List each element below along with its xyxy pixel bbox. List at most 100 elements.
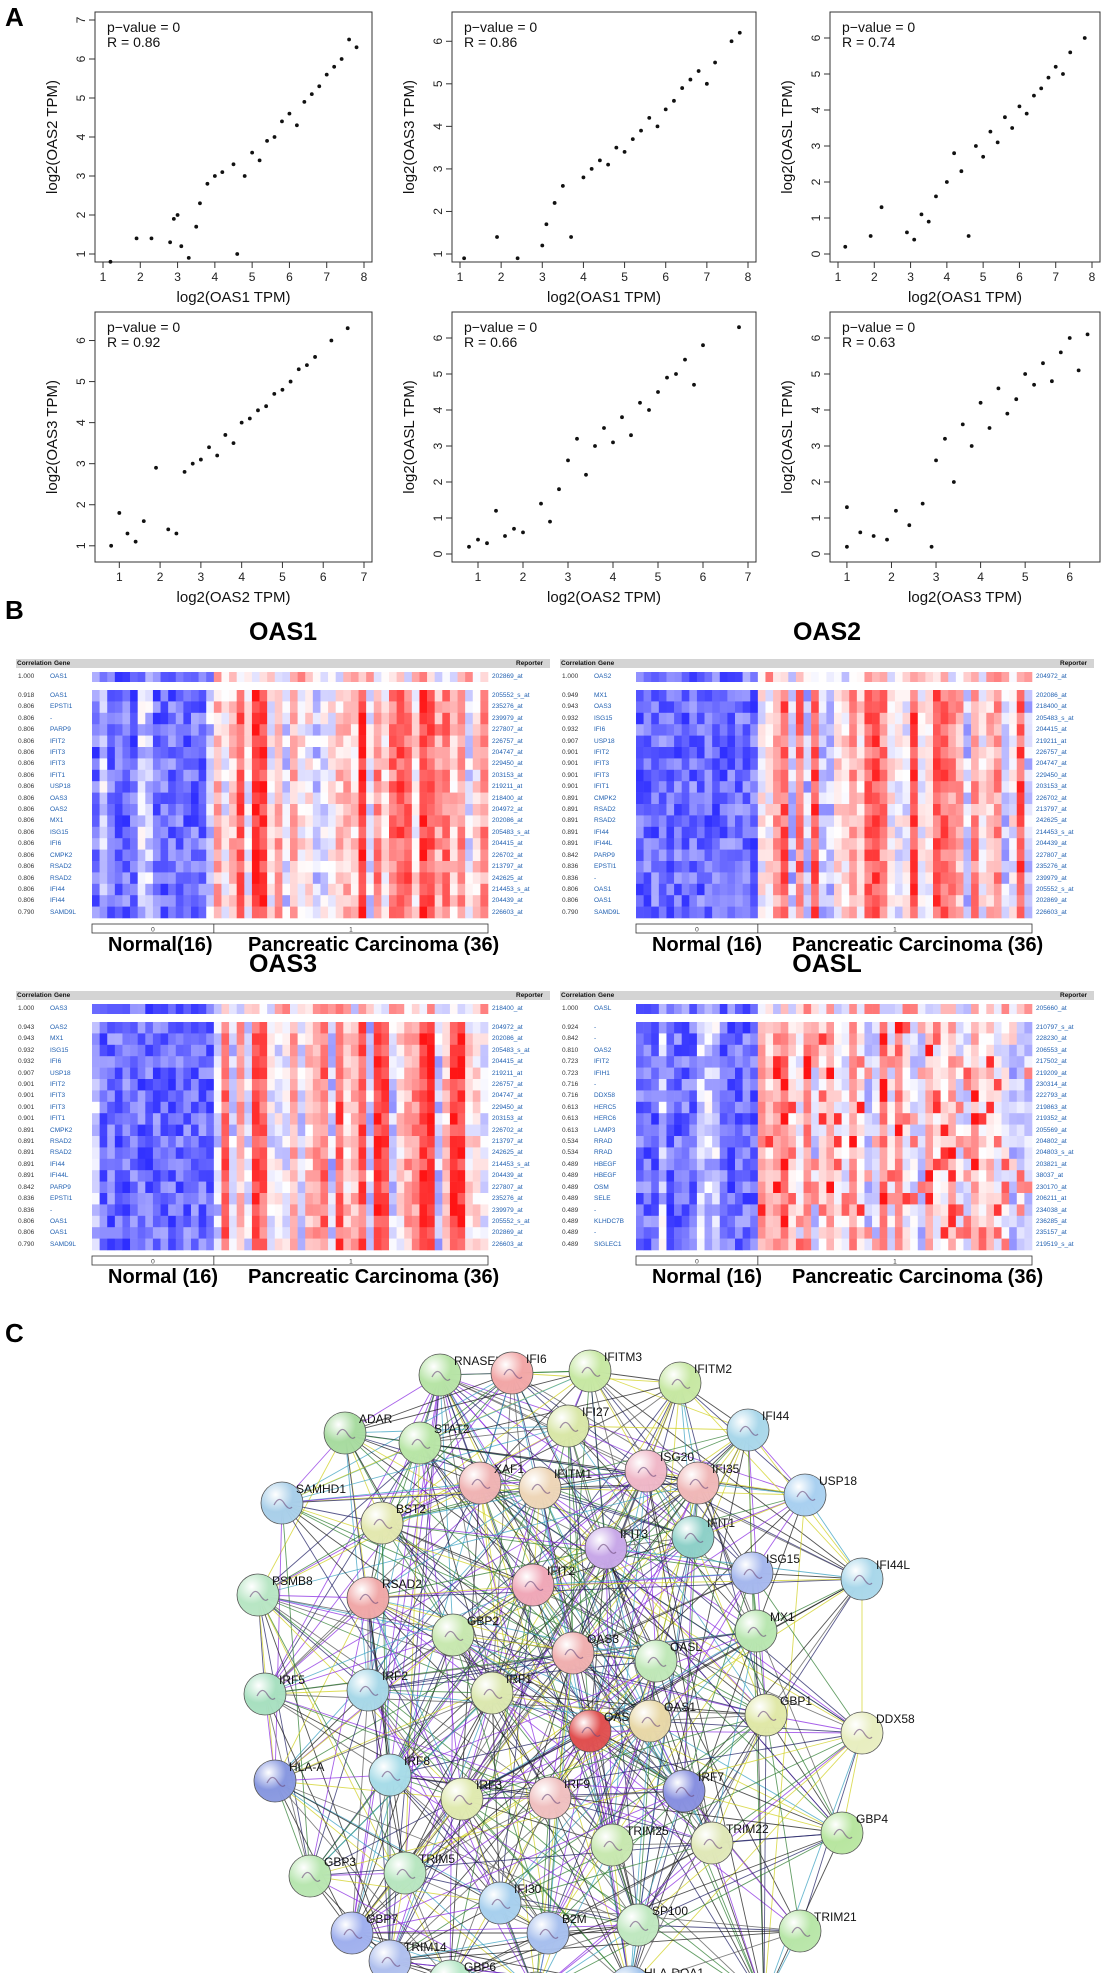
heatmap-cell xyxy=(389,906,397,919)
heatmap-cell xyxy=(305,1044,314,1057)
heatmap-cell xyxy=(651,690,660,702)
heatmap-cell xyxy=(849,872,858,885)
heatmap-cell xyxy=(902,1181,911,1194)
reporter-id: 226702_at xyxy=(492,851,523,859)
heatmap-cell xyxy=(160,804,169,816)
heatmap-cell xyxy=(1001,690,1010,702)
heatmap-cell xyxy=(175,849,184,862)
reporter-id: 205483_s_at xyxy=(492,1046,530,1054)
heatmap-cell xyxy=(251,690,260,702)
heatmap-cell xyxy=(971,1193,979,1205)
heatmap-cell xyxy=(887,1022,896,1034)
heatmap-cell xyxy=(757,781,766,793)
heatmap-cell xyxy=(244,672,253,682)
heatmap-cell xyxy=(894,1113,903,1125)
heatmap-cell xyxy=(841,895,850,907)
heatmap-cell xyxy=(229,872,237,885)
heatmap-cell xyxy=(442,724,451,736)
heatmap-cell xyxy=(872,690,880,702)
heatmap-cell xyxy=(643,849,652,862)
heatmap-cell xyxy=(879,872,888,885)
heatmap-cell xyxy=(411,781,420,793)
heatmap-cell xyxy=(92,872,100,885)
heatmap-cell xyxy=(343,1136,352,1148)
heatmap-cell xyxy=(168,1124,177,1137)
heatmap-cell xyxy=(328,701,336,714)
heatmap-cell xyxy=(773,1022,781,1034)
group-bar xyxy=(91,923,489,934)
heatmap-cell xyxy=(328,712,336,725)
heatmap-cell xyxy=(674,724,682,736)
heatmap-cell xyxy=(849,1056,858,1068)
gene-row-label: 0.836 EPSTI1 xyxy=(562,861,620,872)
heatmap-cell xyxy=(168,769,177,782)
heatmap-cell xyxy=(925,724,934,736)
heatmap-cell xyxy=(183,1136,192,1148)
heatmap-cell xyxy=(122,1101,131,1114)
heatmap-cell xyxy=(152,781,161,793)
heatmap-cell xyxy=(358,1193,367,1205)
reporter-id: 214453_s_at xyxy=(492,885,530,893)
heatmap-cell xyxy=(963,1067,972,1080)
heatmap-cell xyxy=(849,1147,858,1160)
heatmap-cell xyxy=(244,1193,253,1205)
heatmap-cell xyxy=(457,1124,466,1137)
heatmap-cell xyxy=(636,815,644,828)
heatmap-cell xyxy=(198,1022,207,1034)
heatmap-cell xyxy=(480,758,489,771)
heatmap-cell xyxy=(872,781,880,793)
heatmap-cell xyxy=(92,1022,100,1034)
heatmap-cell xyxy=(130,758,138,771)
heatmap-cell xyxy=(834,883,842,896)
heatmap-cell xyxy=(887,781,896,793)
data-point xyxy=(272,135,277,139)
heatmap-cell xyxy=(366,758,375,771)
reporter-id: 239979_at xyxy=(1036,874,1067,882)
heatmap-cell xyxy=(872,1090,880,1103)
heatmap-cell xyxy=(955,1044,964,1057)
heatmap-cell xyxy=(297,758,306,771)
heatmap-cell xyxy=(145,1056,154,1068)
heatmap-cell xyxy=(267,883,276,896)
heatmap-cell xyxy=(856,1113,865,1125)
heatmap-cell xyxy=(137,758,146,771)
heatmap-cell xyxy=(350,1147,359,1160)
heatmap-cell xyxy=(191,1147,199,1160)
heatmap-cell xyxy=(419,1022,428,1034)
heatmap-cell xyxy=(780,792,789,805)
heatmap-cell xyxy=(917,895,926,907)
heatmap-cell xyxy=(1009,815,1018,828)
gene-name: USP18 xyxy=(594,737,615,745)
heatmap-cell xyxy=(465,849,474,862)
heatmap-cell xyxy=(282,1044,291,1057)
heatmap-cell xyxy=(818,769,827,782)
data-point xyxy=(296,367,301,372)
heatmap-cell xyxy=(312,672,321,682)
heatmap-cell xyxy=(681,1004,690,1014)
heatmap-cell xyxy=(834,826,842,839)
heatmap-cell xyxy=(788,1101,797,1114)
heatmap-cell xyxy=(236,747,245,759)
heatmap-cell xyxy=(902,792,911,805)
heatmap-cell xyxy=(818,1181,827,1194)
heatmap-cell xyxy=(834,701,842,714)
reporter-id: 242625_at xyxy=(1036,817,1067,825)
heatmap-cell xyxy=(696,1022,705,1034)
heatmap-cell xyxy=(719,1193,728,1205)
heatmap-cell xyxy=(381,838,390,850)
heatmap-cell xyxy=(419,735,428,748)
data-point xyxy=(190,461,195,466)
heatmap-cell xyxy=(978,1090,987,1103)
heatmap-cell xyxy=(971,747,979,759)
heatmap-cell xyxy=(206,792,215,805)
heatmap-cell xyxy=(856,1033,865,1046)
heatmap-cell xyxy=(978,1067,987,1080)
reporter-id: 229450_at xyxy=(1036,771,1067,779)
heatmap-cell xyxy=(404,792,413,805)
heatmap-cell xyxy=(145,906,154,919)
heatmap-cell xyxy=(290,1181,298,1194)
heatmap-cell xyxy=(183,804,192,816)
heatmap-cell xyxy=(788,1215,797,1228)
heatmap-cell xyxy=(917,1136,926,1148)
heatmap-cell xyxy=(925,826,934,839)
